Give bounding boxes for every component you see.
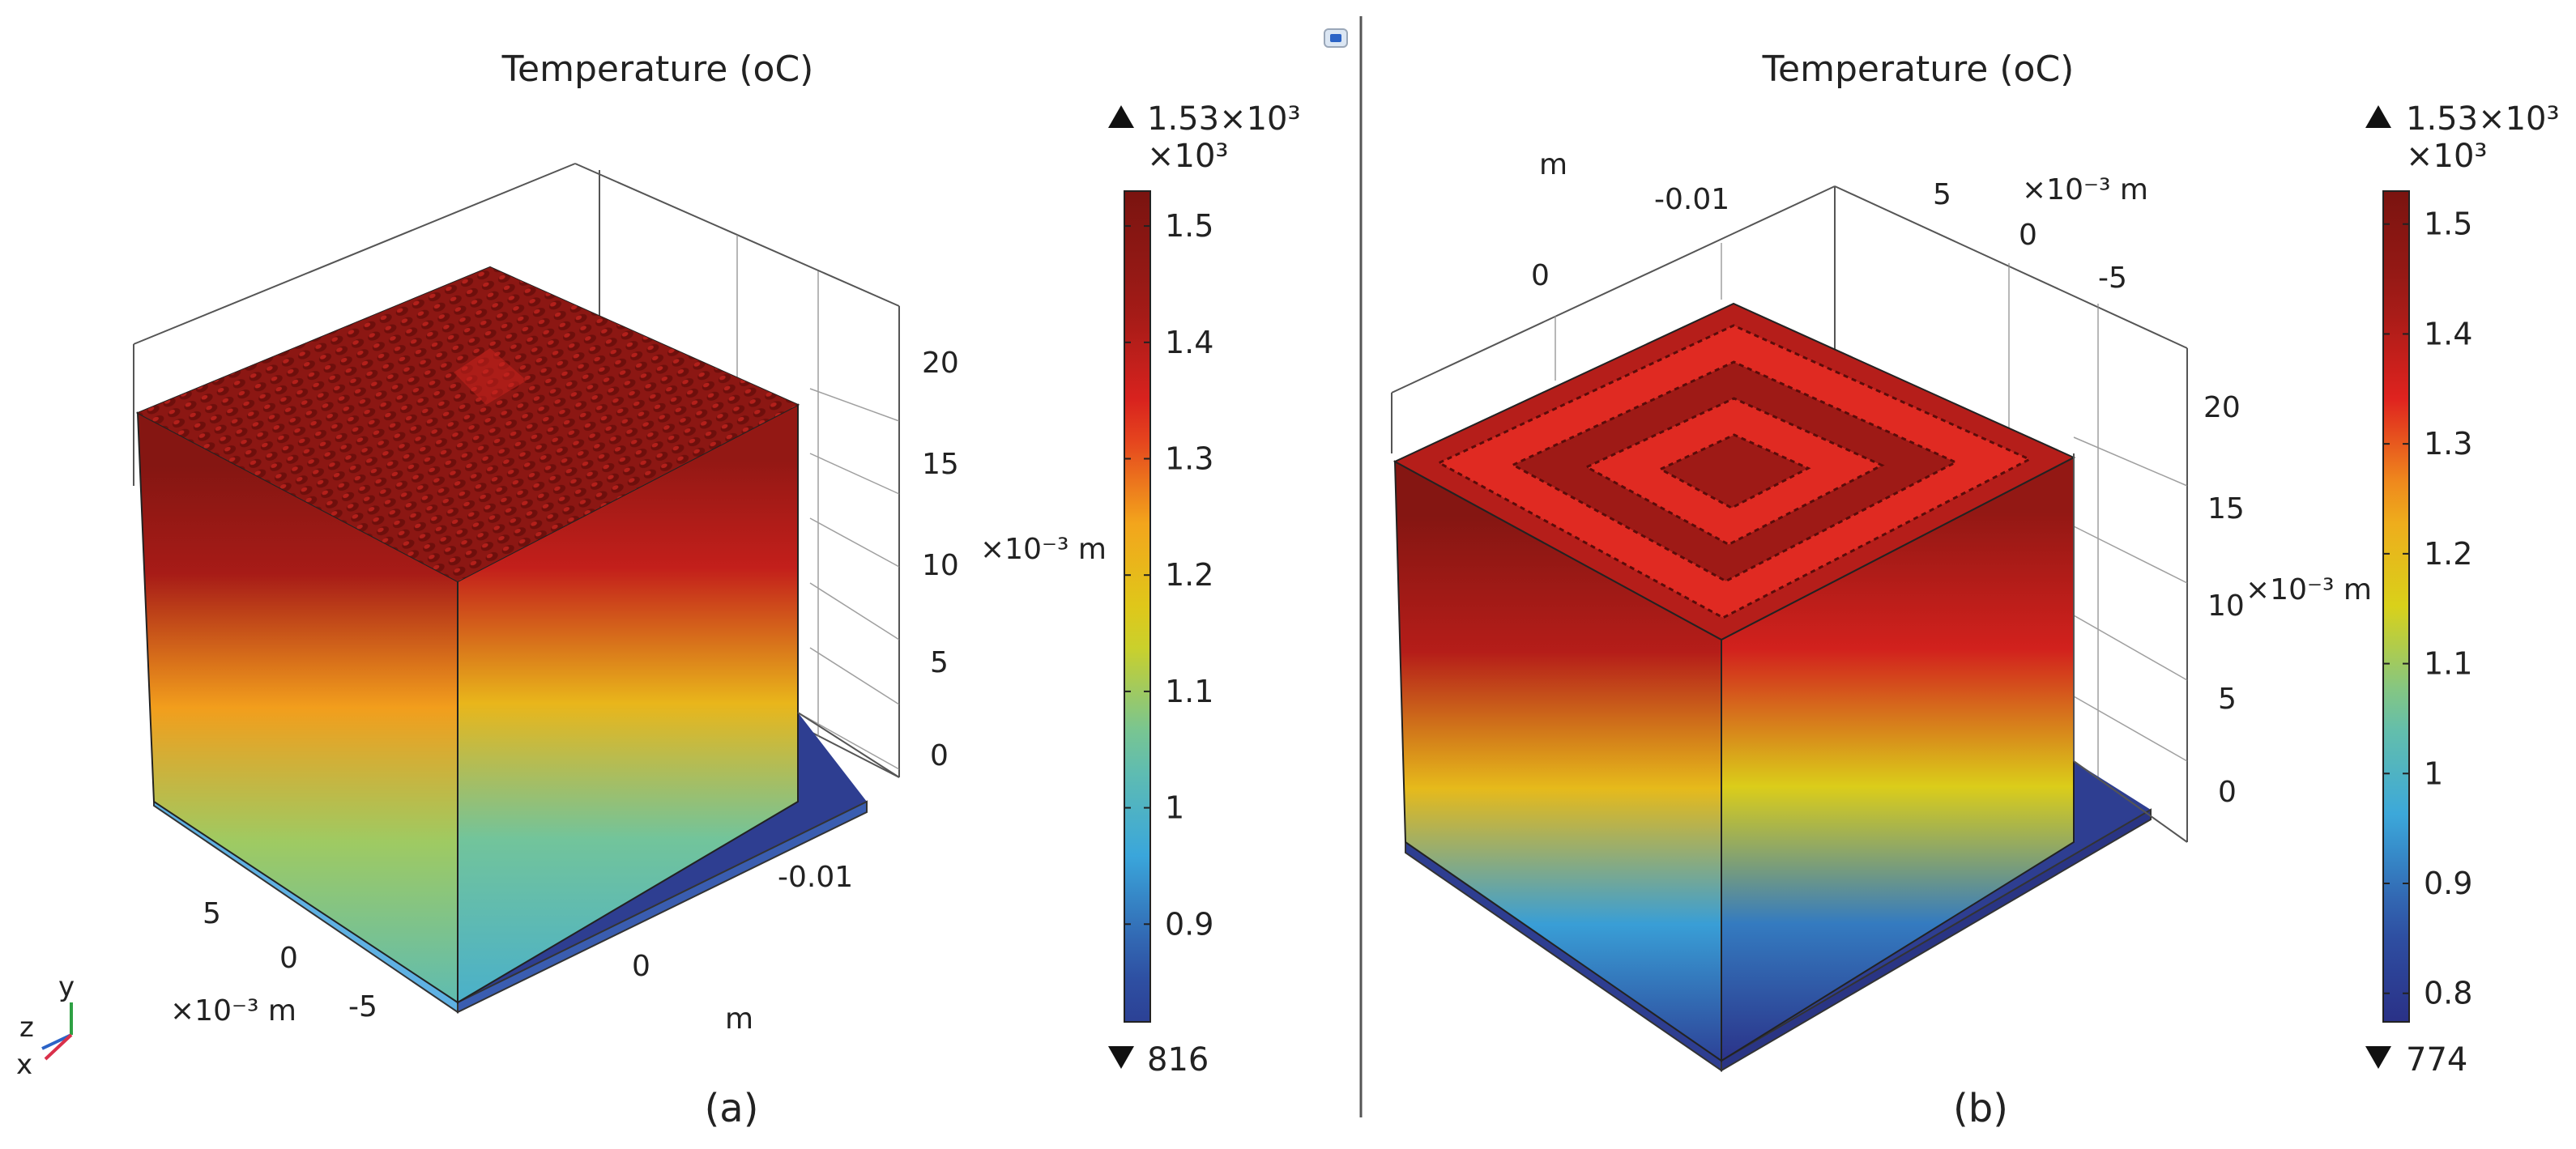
grid-lines-a bbox=[736, 235, 900, 770]
colorbar-min-label-b: 774 bbox=[2406, 1041, 2467, 1079]
z-tick-a: 15 bbox=[922, 448, 959, 481]
z-tick-b: 5 bbox=[2218, 683, 2237, 716]
colorbar-tick-label: 1.1 bbox=[1165, 674, 1213, 709]
z-tick-b: 0 bbox=[2218, 776, 2237, 809]
min-triangle-icon bbox=[2365, 1046, 2391, 1069]
z-tick-b: 20 bbox=[2203, 391, 2241, 424]
x-tick-a: 5 bbox=[203, 897, 221, 930]
top-highlight-a bbox=[454, 348, 527, 405]
triad-z-label: z bbox=[19, 1011, 34, 1044]
z-unit-a: ×10⁻³ m bbox=[980, 533, 1107, 566]
triad-x-label: x bbox=[16, 1049, 32, 1081]
colorbar-tick-label: 1 bbox=[2424, 755, 2443, 791]
panel-b: Temperature (oC) bbox=[1391, 49, 2560, 1131]
x-unit-b: m bbox=[1539, 148, 1567, 181]
x-unit-a: ×10⁻³ m bbox=[170, 994, 296, 1028]
surface-rings-b bbox=[1436, 324, 2032, 619]
colorbar-ticks-a: 0.9 1 1.1 1.2 1.3 1.4 1.5 bbox=[1124, 208, 1213, 942]
colorbar-tick-label: 1.4 bbox=[1165, 325, 1213, 360]
triad-x-axis bbox=[44, 1033, 73, 1061]
x-tick-b: -0.01 bbox=[1654, 183, 1729, 216]
axis-triad: z y x bbox=[16, 971, 75, 1081]
colorbar-tick-label: 1.2 bbox=[2424, 536, 2472, 572]
bounding-box-front-b bbox=[2073, 453, 2188, 843]
colorbar-tick-label: 0.8 bbox=[2424, 976, 2472, 1011]
surface-ring-b bbox=[1657, 433, 1811, 509]
z-tick-a: 10 bbox=[922, 549, 959, 582]
colorbar-gradient-b bbox=[2382, 190, 2410, 1023]
colorbar-tick-label: 0.9 bbox=[1165, 906, 1213, 942]
x-tick-a: -5 bbox=[348, 990, 377, 1023]
colorbar-max-label-b: 1.53×10³ bbox=[2406, 100, 2560, 138]
panel-label-a: (a) bbox=[705, 1086, 759, 1131]
axis-ticks-a: 0 5 10 15 20 ×10⁻³ m -0.01 0 m 5 0 -5 ×1… bbox=[170, 347, 1107, 1036]
colorbar-tick-label: 1.4 bbox=[2424, 316, 2472, 351]
colorbar-tick-label: 1 bbox=[1165, 790, 1184, 826]
colorbar-tick-label: 1.3 bbox=[2424, 426, 2472, 462]
colorbar-gradient-a bbox=[1124, 190, 1151, 1023]
z-unit-b: ×10⁻³ m bbox=[2245, 573, 2372, 606]
max-triangle-icon bbox=[2365, 105, 2391, 128]
base-plate-side-b bbox=[1721, 808, 2152, 1072]
camera-icon[interactable] bbox=[1324, 28, 1348, 48]
y-tick-b: 5 bbox=[1933, 178, 1951, 211]
bounding-box-front-a bbox=[133, 344, 900, 778]
colorbar-b: 1.53×10³ ×10³ 0.8 0.9 1 1.1 1.2 1.3 1.4 1.5 774 bbox=[2365, 100, 2560, 1079]
z-tick-a: 20 bbox=[922, 347, 959, 380]
colorbar-tick-label: 1.5 bbox=[2424, 206, 2472, 242]
panel-label-b: (b) bbox=[1953, 1086, 2008, 1131]
y-unit-b: ×10⁻³ m bbox=[2022, 173, 2148, 206]
y-tick-b: 0 bbox=[2019, 219, 2037, 252]
min-triangle-icon bbox=[1108, 1046, 1134, 1069]
y-unit-a: m bbox=[725, 1002, 753, 1036]
chart-title-a: Temperature (oC) bbox=[501, 49, 814, 90]
y-tick-b: -5 bbox=[2098, 262, 2127, 295]
axis-ticks-b: m 0 -0.01 5 ×10⁻³ m 0 -5 0 5 10 15 20 ×1… bbox=[1531, 148, 2372, 809]
x-tick-b: 0 bbox=[1531, 259, 1550, 292]
surface-spikes-a bbox=[138, 267, 798, 581]
z-tick-b: 15 bbox=[2207, 492, 2245, 526]
colorbar-a: 1.53×10³ ×10³ 0.9 1 1.1 1.2 1.3 1.4 1.5 816 bbox=[1108, 100, 1301, 1079]
y-tick-a: -0.01 bbox=[778, 861, 853, 894]
colorbar-tick-label: 1.5 bbox=[1165, 208, 1213, 244]
x-tick-a: 0 bbox=[279, 942, 298, 975]
colorbar-min-label-a: 816 bbox=[1147, 1041, 1209, 1079]
panel-a: Temperature (oC) bbox=[133, 49, 1301, 1131]
z-tick-a: 0 bbox=[930, 739, 949, 772]
colorbar-tick-label: 1.3 bbox=[1165, 441, 1213, 477]
base-plate-side-a bbox=[457, 800, 868, 1014]
colorbar-ticks-b: 0.8 0.9 1 1.1 1.2 1.3 1.4 1.5 bbox=[2383, 206, 2472, 1011]
triad-y-label: y bbox=[58, 971, 75, 1003]
triad-z-axis bbox=[41, 1033, 72, 1050]
colorbar-multiplier-b: ×10³ bbox=[2406, 138, 2487, 175]
colorbar-tick-label: 0.9 bbox=[2424, 866, 2472, 901]
colorbar-multiplier-a: ×10³ bbox=[1147, 138, 1228, 175]
z-tick-a: 5 bbox=[930, 646, 949, 679]
colorbar-tick-label: 1.2 bbox=[1165, 557, 1213, 593]
colorbar-max-label-a: 1.53×10³ bbox=[1147, 100, 1301, 138]
z-tick-b: 10 bbox=[2207, 589, 2245, 623]
max-triangle-icon bbox=[1108, 105, 1134, 128]
chart-title-b: Temperature (oC) bbox=[1762, 49, 2075, 90]
colorbar-tick-label: 1.1 bbox=[2424, 646, 2472, 682]
y-tick-a: 0 bbox=[632, 950, 650, 983]
